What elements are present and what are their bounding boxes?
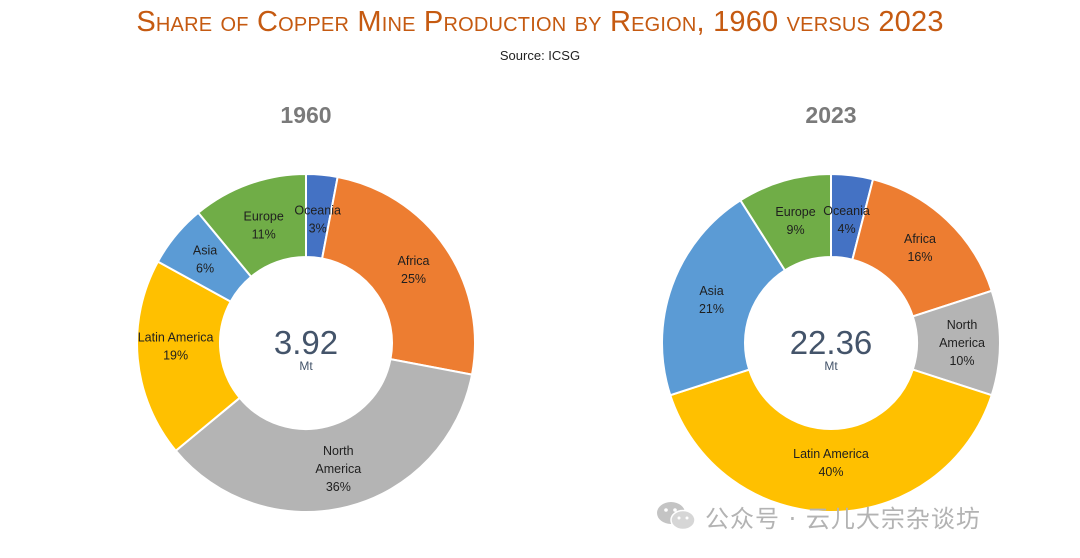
chart-title: Share of Copper Mine Production by Regio…: [136, 6, 944, 38]
slice-percent: 25%: [401, 272, 426, 286]
slice-percent: 16%: [907, 250, 932, 264]
slice-label-europe: Europe 9%: [775, 205, 815, 237]
slice-percent: 6%: [196, 261, 214, 275]
panel-title: 1960: [280, 102, 331, 128]
slice-percent: 19%: [163, 348, 188, 362]
donut-2023: 2023 Oceania 4% Africa 16% North America 10% Lat…: [661, 102, 1001, 514]
center-total-unit: Mt: [299, 359, 313, 373]
slice-africa: [851, 178, 993, 318]
slice-africa: [320, 175, 476, 376]
slice-latin-america: [669, 368, 993, 514]
slice-label-north-america: North America 10%: [939, 318, 985, 368]
panel-title: 2023: [805, 102, 856, 128]
watermark-text: 公众号 · 云儿大宗杂谈坊: [705, 504, 981, 533]
slice-percent: 40%: [818, 465, 843, 479]
slice-label-latin-america: Latin America 19%: [138, 330, 214, 362]
slice-percent: 3%: [309, 222, 327, 236]
slice-percent: 10%: [949, 354, 974, 368]
slice-label-oceania: Oceania 3%: [294, 204, 341, 236]
center-total-unit: Mt: [824, 359, 838, 373]
center-total-value: 3.92: [274, 324, 338, 361]
slice-percent: 4%: [838, 222, 856, 236]
slice-label-africa: Africa 16%: [904, 232, 936, 264]
center-total-value: 22.36: [790, 324, 873, 361]
slice-label-latin-america: Latin America 40%: [793, 447, 869, 479]
slice-europe: [196, 172, 307, 279]
slice-percent: 11%: [252, 227, 276, 241]
wechat-logo-icon: [657, 502, 696, 531]
slice-europe: [739, 172, 832, 272]
slice-label-north-america: North America 36%: [315, 444, 361, 494]
slice-north-america: [174, 357, 474, 514]
chart-source: Source: ICSG: [499, 48, 581, 63]
donut-1960: 1960 Oceania 3% Africa 25% North America 36% Lat…: [136, 102, 476, 514]
slice-percent: 21%: [699, 302, 724, 316]
slice-label-africa: Africa 25%: [398, 254, 430, 286]
slice-latin-america: [136, 260, 242, 453]
slice-asia: [661, 198, 787, 397]
slice-label-asia: Asia 21%: [699, 284, 724, 316]
slice-percent: 9%: [787, 223, 805, 237]
slice-label-europe: Europe 11%: [244, 209, 284, 241]
slice-label-asia: Asia 6%: [193, 243, 217, 275]
slice-percent: 36%: [326, 480, 351, 494]
slice-label-oceania: Oceania 4%: [823, 204, 870, 236]
watermark: 公众号 · 云儿大宗杂谈坊: [655, 498, 981, 534]
